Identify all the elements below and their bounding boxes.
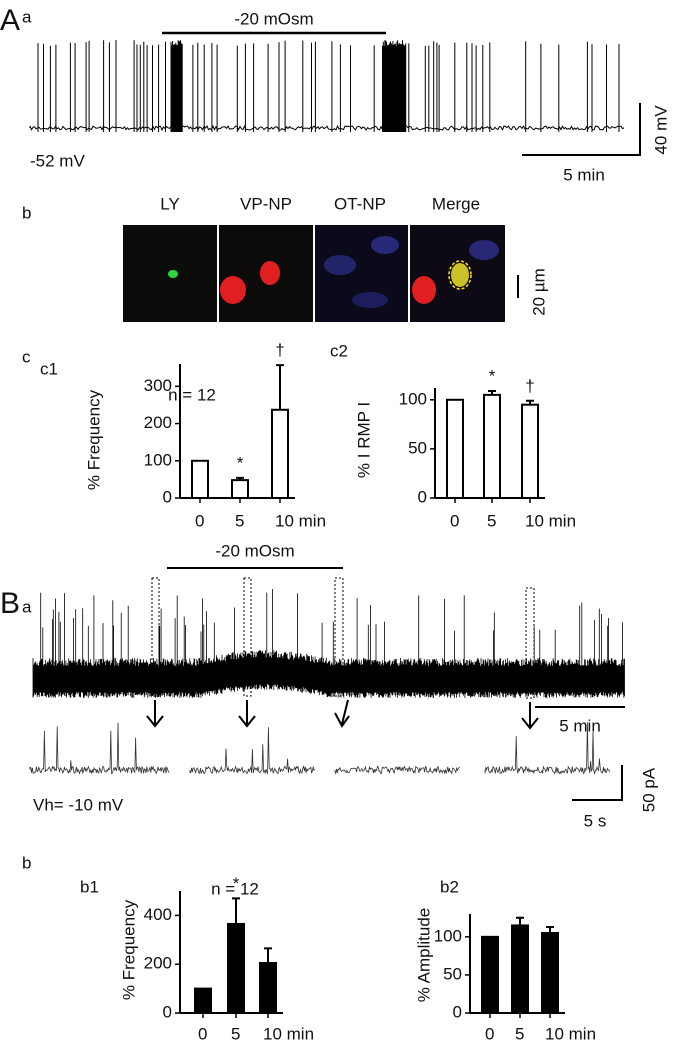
x-tick-label: 10 min: [275, 511, 326, 530]
bar: [483, 393, 501, 499]
annotation: n = 12: [168, 385, 216, 404]
x-tick-label: 10 min: [545, 1024, 596, 1043]
panel-label: B: [0, 587, 20, 620]
x-tick-label: 0: [485, 1024, 494, 1043]
holding-label: Vh= -10 mV: [33, 795, 124, 814]
spikes: [37, 40, 620, 132]
bar: [194, 987, 212, 1014]
scale-bar: [522, 103, 641, 156]
y-axis-label: % Frequency: [84, 389, 103, 490]
annotation: n = 12: [211, 879, 259, 898]
inset-traces: [29, 722, 611, 776]
significance-mark: †: [275, 341, 284, 360]
micrographs: [123, 225, 505, 322]
y-tick-label: 0: [163, 487, 172, 506]
current-trace: [32, 589, 625, 698]
error-bar: [232, 897, 240, 924]
bar: [481, 935, 499, 1014]
bar: [231, 479, 249, 499]
scale-label: 50 pA: [639, 767, 658, 812]
bar: [271, 408, 289, 499]
baseline: [29, 124, 625, 132]
y-tick-label: 50: [443, 964, 462, 983]
panel-label: b: [22, 203, 31, 222]
image-label: OT-NP: [334, 194, 386, 213]
scale-label: 5 min: [559, 716, 601, 735]
bar: [227, 922, 245, 1014]
x-tick-label: 10 min: [525, 511, 576, 530]
scale-bar: [572, 765, 623, 801]
inset-trace: [334, 765, 461, 776]
x-tick-label: 10 min: [263, 1024, 314, 1043]
error-bar: [516, 916, 524, 926]
error-bar: [276, 364, 284, 410]
potential-label: -52 mV: [30, 151, 85, 170]
y-tick-label: 100: [434, 926, 462, 945]
x-tick-label: 5: [235, 511, 244, 530]
inset-trace: [189, 727, 316, 775]
panel-label: c: [22, 347, 31, 366]
significance-mark: *: [489, 366, 496, 385]
bar: [511, 924, 529, 1015]
y-tick-label: 100: [399, 389, 427, 408]
y-tick-label: 0: [453, 1002, 462, 1021]
x-tick-label: 0: [195, 511, 204, 530]
x-tick-label: 5: [487, 511, 496, 530]
error-bar: [264, 947, 272, 963]
x-tick-label: 5: [231, 1024, 240, 1043]
scale-label: 20 µm: [529, 268, 548, 316]
y-axis-label: % I RMP I: [354, 402, 373, 478]
bar: [541, 932, 559, 1014]
significance-mark: *: [233, 874, 240, 893]
y-tick-label: 50: [408, 438, 427, 457]
bar: [191, 459, 209, 499]
scale-label: 40 mV: [651, 105, 670, 155]
image-label: LY: [160, 194, 180, 213]
x-tick-label: 0: [198, 1024, 207, 1043]
inset-trace: [29, 722, 170, 775]
panel-label: A: [0, 4, 20, 37]
bar: [259, 961, 277, 1014]
significance-mark: *: [237, 453, 244, 472]
y-tick-label: 300: [144, 376, 172, 395]
y-axis-label: % Frequency: [119, 899, 138, 1000]
chart-subtitle: b2: [440, 877, 459, 896]
panel-label: b: [22, 853, 31, 872]
inset-trace: [484, 722, 611, 775]
image-label: VP-NP: [240, 194, 292, 213]
panel-label: a: [22, 597, 32, 616]
y-tick-label: 200: [144, 413, 172, 432]
panel-label: a: [22, 7, 32, 26]
image-label: Merge: [432, 194, 480, 213]
arrows: [146, 699, 539, 730]
y-tick-label: 0: [418, 487, 427, 506]
selection-boxes: [151, 577, 535, 699]
x-tick-label: 5: [515, 1024, 524, 1043]
scale-label: 5 s: [584, 811, 607, 830]
bar: [521, 403, 539, 500]
y-axis-label: % Amplitude: [414, 908, 433, 1003]
stimulus-label: -20 mOsm: [234, 9, 313, 28]
stimulus-label: -20 mOsm: [215, 541, 294, 560]
y-tick-label: 200: [144, 954, 172, 973]
scale-label: 5 min: [563, 165, 605, 184]
y-tick-label: 400: [144, 905, 172, 924]
chart-subtitle: c2: [330, 341, 348, 360]
y-tick-label: 100: [144, 450, 172, 469]
chart-subtitle: b1: [80, 877, 99, 896]
chart-subtitle: c1: [40, 359, 58, 378]
error-bar: [546, 925, 554, 934]
y-tick-label: 0: [163, 1002, 172, 1021]
bar: [446, 398, 464, 499]
x-tick-label: 0: [450, 511, 459, 530]
significance-mark: †: [525, 376, 534, 395]
noise: [32, 589, 625, 698]
voltage-trace: [29, 40, 625, 132]
